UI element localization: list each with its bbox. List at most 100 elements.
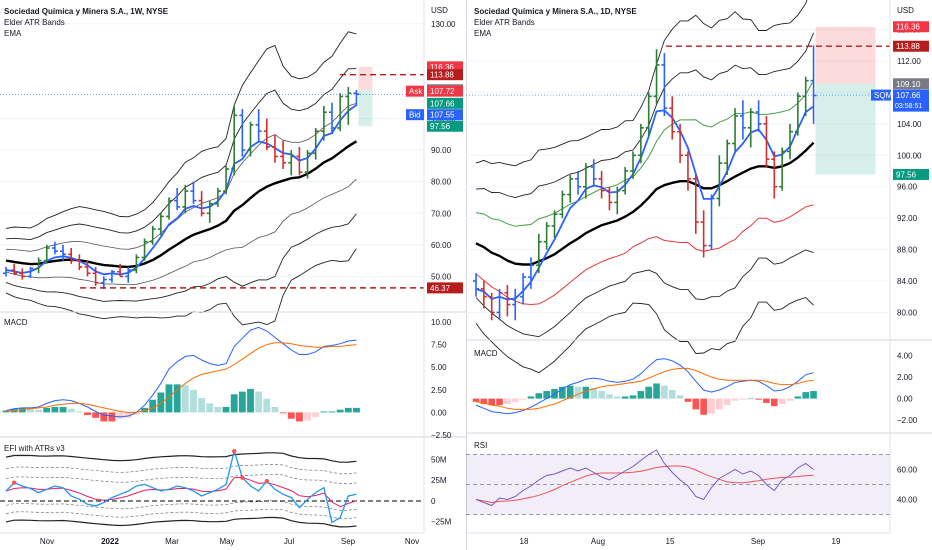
ohlc-bar[interactable] [684, 151, 691, 191]
ohlc-bar[interactable] [84, 260, 91, 277]
target-zone[interactable] [815, 26, 876, 84]
ohlc-bar[interactable] [198, 191, 205, 217]
daily-chart[interactable]: 116.00112.00108.00104.00100.0096.0092.00… [466, 0, 932, 550]
ohlc-bar[interactable] [60, 244, 67, 261]
ohlc-bar[interactable] [700, 210, 707, 258]
ohlc-bar[interactable] [708, 194, 715, 250]
ohlc-bar[interactable] [76, 254, 83, 271]
ohlc-bar[interactable] [606, 186, 613, 211]
ohlc-bar[interactable] [92, 266, 99, 286]
ohlc-bar[interactable] [669, 96, 676, 140]
ohlc-bar[interactable] [582, 163, 589, 199]
target-price-badge[interactable]: 116.36 [427, 61, 463, 73]
ohlc-bar[interactable] [645, 92, 652, 136]
ohlc-bar[interactable] [653, 49, 660, 105]
ohlc-bar[interactable] [535, 233, 542, 274]
ohlc-bar[interactable] [214, 188, 221, 207]
ohlc-bar[interactable] [575, 171, 582, 195]
weekly-price-pane[interactable] [0, 23, 424, 326]
ohlc-bar[interactable] [27, 266, 34, 278]
stop-zone[interactable] [358, 89, 373, 127]
ohlc-bar[interactable] [247, 121, 254, 157]
ohlc-bar[interactable] [125, 266, 132, 283]
ohlc-bar[interactable] [312, 128, 319, 160]
ohlc-bar[interactable] [527, 257, 534, 289]
ohlc-bar[interactable] [288, 150, 295, 176]
ohlc-bar[interactable] [692, 174, 699, 234]
ohlc-bar[interactable] [263, 118, 270, 151]
ohlc-bar[interactable] [559, 190, 566, 219]
ohlc-bar[interactable] [810, 45, 817, 124]
ask-price-badge[interactable]: 107.72 [427, 85, 463, 97]
ticker-badge[interactable]: SQM [871, 89, 893, 101]
ohlc-bar[interactable] [190, 181, 197, 204]
ohlc-bar[interactable] [117, 263, 124, 278]
ohlc-bar[interactable] [637, 123, 644, 164]
weekly-macd-label[interactable]: MACD [4, 318, 28, 327]
weekly-chart[interactable]: 130.00100.0090.0080.0070.0060.0050.00Nov… [0, 0, 466, 550]
ohlc-bar[interactable] [567, 174, 574, 203]
bid-label-badge[interactable]: Bid [406, 109, 424, 121]
weekly-efi-label[interactable]: EFI with ATRs v3 [4, 444, 65, 453]
ohlc-bar[interactable] [677, 123, 684, 164]
ohlc-bar[interactable] [747, 108, 754, 148]
ohlc-bar[interactable] [43, 244, 50, 264]
ohlc-bar[interactable] [724, 139, 731, 175]
ohlc-bar[interactable] [296, 146, 303, 176]
stop-zone[interactable] [815, 83, 876, 175]
stop-price-badge[interactable]: 97.56 [427, 120, 463, 132]
ohlc-bar[interactable] [473, 273, 479, 297]
ohlc-bar[interactable] [149, 225, 156, 245]
ohlc-bar[interactable] [239, 109, 246, 157]
ohlc-bar[interactable] [732, 108, 739, 152]
ohlc-bar[interactable] [614, 186, 621, 215]
resistance-price-badge[interactable]: 113.88 [427, 69, 463, 81]
resistance-price-badge[interactable]: 113.88 [893, 40, 929, 52]
daily-rsi-label[interactable]: RSI [474, 441, 488, 450]
ohlc-bar[interactable] [108, 270, 115, 283]
weekly-indicator-ema[interactable]: EMA [4, 29, 22, 38]
daily-macd-pane[interactable] [472, 358, 817, 415]
daily-indicator-atr[interactable]: Elder ATR Bands [474, 18, 535, 27]
ohlc-bar[interactable] [543, 222, 550, 250]
bid-price-badge[interactable]: 107.55 [427, 109, 463, 121]
ohlc-bar[interactable] [496, 288, 503, 321]
daily-rsi-pane[interactable] [466, 449, 890, 515]
ohlc-bar[interactable] [480, 281, 487, 309]
ohlc-bar[interactable] [51, 241, 58, 255]
ohlc-bar[interactable] [133, 254, 140, 274]
ohlc-bar[interactable] [255, 109, 262, 141]
ohlc-bar[interactable] [590, 159, 597, 187]
ohlc-bar[interactable] [345, 86, 352, 125]
ohlc-bar[interactable] [166, 197, 172, 220]
ohlc-bar[interactable] [520, 273, 527, 305]
ohlc-bar[interactable] [100, 276, 107, 290]
ohlc-bar[interactable] [223, 165, 230, 195]
ohlc-bar[interactable] [68, 248, 75, 264]
ohlc-bar[interactable] [182, 184, 189, 214]
ohlc-bar[interactable] [19, 268, 26, 280]
daily-indicator-ema[interactable]: EMA [474, 29, 492, 38]
ohlc-bar[interactable] [630, 151, 636, 179]
ask-label-badge[interactable]: Ask [406, 85, 424, 97]
target-price-badge[interactable]: 116.36 [893, 21, 929, 33]
ohlc-bar[interactable] [280, 140, 287, 170]
ohlc-bar[interactable] [231, 105, 238, 176]
ohlc-bar[interactable] [661, 53, 668, 116]
ohlc-bar[interactable] [206, 200, 213, 223]
daily-macd-label[interactable]: MACD [474, 349, 498, 358]
ohlc-bar[interactable] [716, 155, 723, 207]
weekly-macd-pane[interactable] [2, 326, 360, 422]
close-price-badge[interactable]: 107.66 [427, 97, 463, 109]
ohlc-bar[interactable] [271, 134, 278, 163]
ohlc-bar[interactable] [763, 116, 770, 168]
weekly-indicator-atr[interactable]: Elder ATR Bands [4, 18, 65, 27]
ohlc-bar[interactable] [787, 123, 793, 160]
ohlc-bar[interactable] [622, 167, 629, 195]
ohlc-bar[interactable] [802, 76, 809, 116]
ohlc-bar[interactable] [141, 238, 148, 261]
close-price-badge[interactable]: 107.66 03:58:51 [893, 89, 929, 112]
ohlc-bar[interactable] [304, 150, 311, 179]
ohlc-bar[interactable] [598, 171, 605, 199]
weekly-efi-pane[interactable] [0, 448, 424, 528]
